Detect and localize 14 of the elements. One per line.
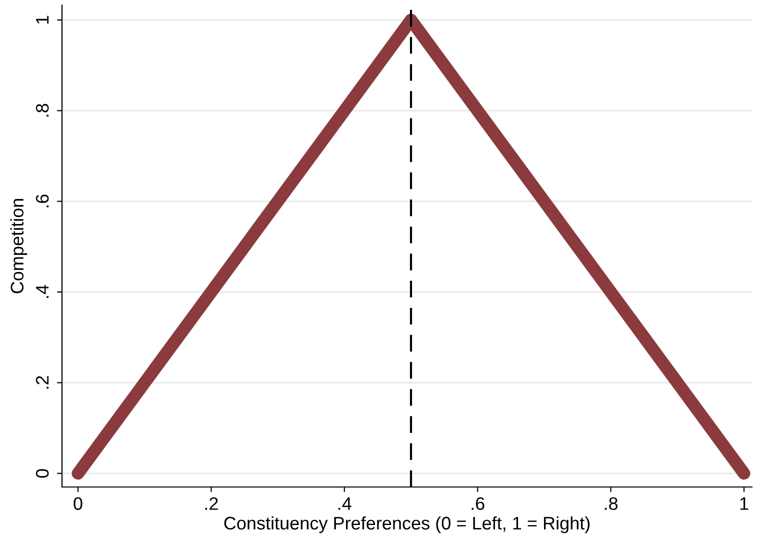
y-tick-label: .4 xyxy=(36,285,49,298)
x-tick-label: .4 xyxy=(338,497,352,510)
y-tick-label: .2 xyxy=(36,376,49,389)
y-tick-label: .8 xyxy=(36,104,49,117)
y-tick-label: 0 xyxy=(36,469,49,478)
x-tick-label: 0 xyxy=(74,497,82,510)
y-axis-title: Competition xyxy=(10,198,28,294)
x-tick-label: .6 xyxy=(472,497,484,510)
x-tick-label: 1 xyxy=(740,497,748,510)
x-axis-title: Constituency Preferences (0 = Left, 1 = Right) xyxy=(224,516,590,534)
y-tick-label: 1 xyxy=(36,16,49,24)
x-tick-label: .2 xyxy=(205,497,218,510)
x-tick-label: .8 xyxy=(604,497,618,510)
y-tick-label: .6 xyxy=(36,194,49,208)
